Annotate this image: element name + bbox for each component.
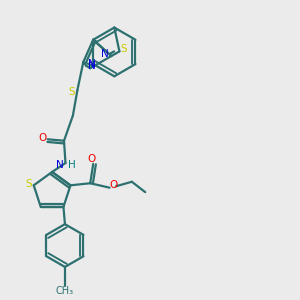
Text: H: H — [68, 160, 76, 170]
Text: S: S — [69, 87, 75, 97]
Text: N: N — [88, 59, 96, 69]
Text: CH₃: CH₃ — [56, 286, 74, 296]
Text: O: O — [38, 134, 46, 143]
Text: S: S — [120, 44, 127, 54]
Text: S: S — [25, 179, 32, 189]
Text: N: N — [56, 160, 63, 170]
Text: N: N — [101, 49, 109, 59]
Text: O: O — [109, 180, 118, 190]
Text: O: O — [88, 154, 96, 164]
Text: N: N — [88, 61, 96, 71]
